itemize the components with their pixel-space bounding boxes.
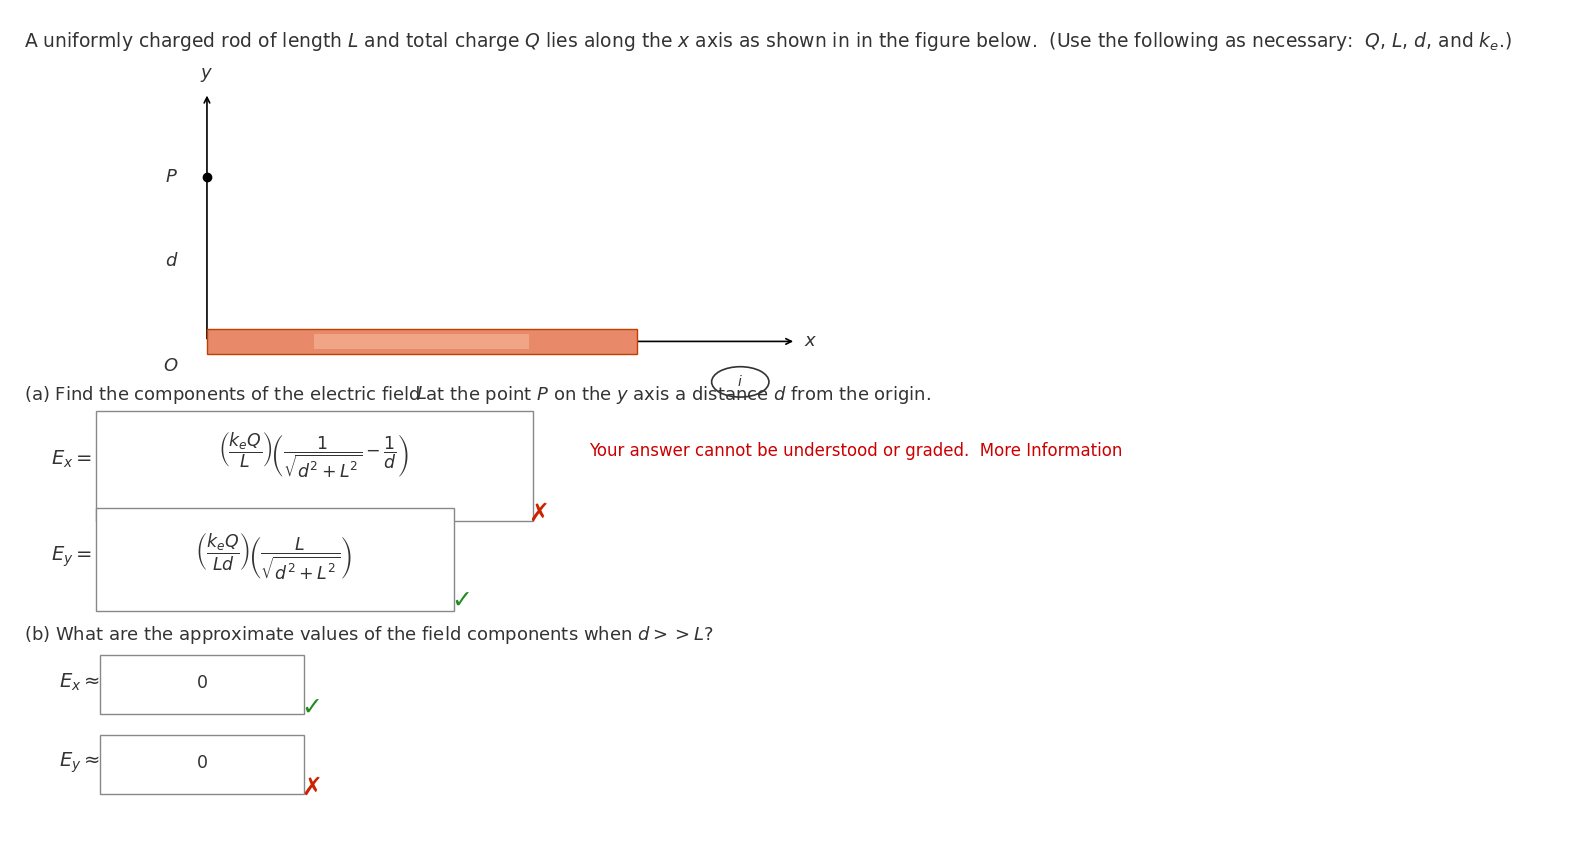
Text: (b) What are the approximate values of the field components when $d >> L$?: (b) What are the approximate values of t… [24,624,713,646]
Text: $\left(\dfrac{k_eQ}{L}\right)\!\left(\dfrac{1}{\sqrt{d^2+L^2}} - \dfrac{1}{d}\ri: $\left(\dfrac{k_eQ}{L}\right)\!\left(\df… [218,430,409,481]
Text: $i$: $i$ [737,374,743,389]
FancyBboxPatch shape [100,655,304,714]
Text: A uniformly charged rod of length $L$ and total charge $Q$ lies along the $x$ ax: A uniformly charged rod of length $L$ an… [24,30,1512,52]
Text: (a) Find the components of the electric field at the point $P$ on the $y$ axis a: (a) Find the components of the electric … [24,384,931,405]
Text: $d$: $d$ [166,252,178,271]
Text: $x$: $x$ [804,332,817,351]
Text: $\left(\dfrac{k_eQ}{Ld}\right)\!\left(\dfrac{L}{\sqrt{d^2+L^2}}\right)$: $\left(\dfrac{k_eQ}{Ld}\right)\!\left(\d… [196,531,352,582]
Text: $E_x =$: $E_x =$ [51,448,92,470]
FancyBboxPatch shape [100,735,304,794]
Text: $y$: $y$ [201,67,213,84]
Text: $O$: $O$ [162,357,178,374]
Text: $E_x \approx$: $E_x \approx$ [59,672,100,694]
Text: $E_y =$: $E_y =$ [51,544,92,569]
Text: ✓: ✓ [451,588,473,612]
Text: $E_y \approx$: $E_y \approx$ [59,750,100,776]
Text: $P$: $P$ [166,168,178,186]
Text: ✗: ✗ [301,776,323,800]
Text: ✓: ✓ [301,696,323,720]
Text: 0: 0 [197,674,207,692]
FancyBboxPatch shape [96,508,454,611]
Bar [315,334,529,349]
Text: ✗: ✗ [527,502,549,526]
Text: 0: 0 [197,754,207,772]
Text: Your answer cannot be understood or graded.  More Information: Your answer cannot be understood or grad… [589,442,1122,460]
Bar [207,329,637,354]
FancyBboxPatch shape [96,411,533,521]
Text: $L$: $L$ [417,385,427,403]
